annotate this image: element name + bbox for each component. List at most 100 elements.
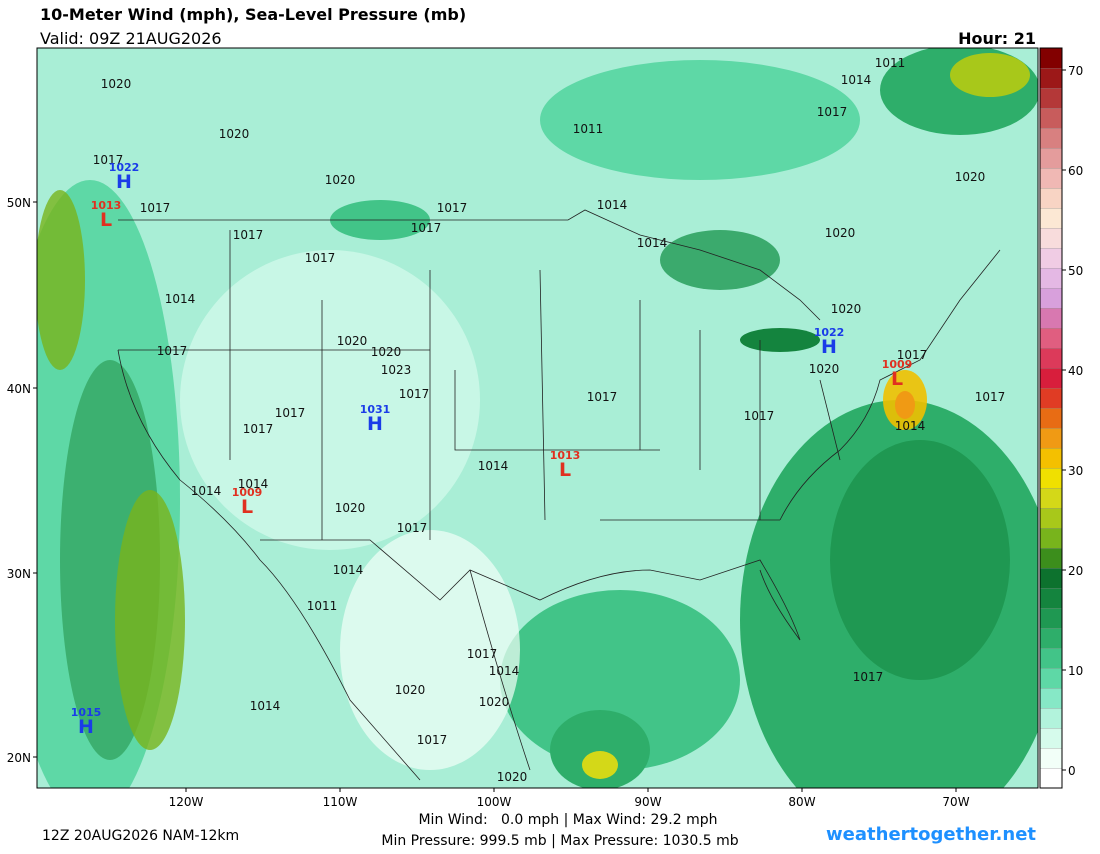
map-frame — [36, 47, 1039, 789]
isobar-label: 1020 — [497, 770, 528, 784]
lat-label: 40N — [7, 382, 31, 396]
colorbar-tick-label: 60 — [1068, 164, 1083, 178]
colorbar-swatch — [1039, 547, 1063, 569]
isobar-label: 1020 — [335, 501, 366, 515]
center-letter: H — [78, 716, 94, 738]
isobar-label: 1014 — [597, 198, 628, 212]
colorbar-swatch — [1039, 687, 1063, 709]
colorbar-tick-label: 50 — [1068, 264, 1083, 278]
colorbar-swatch — [1039, 747, 1063, 769]
center-value: 1015 — [71, 706, 102, 719]
colorbar-tick-label: 70 — [1068, 64, 1083, 78]
forecast-hour: Hour: 21 — [958, 29, 1036, 48]
lat-label: 20N — [7, 751, 31, 765]
colorbar-tick-label: 40 — [1068, 364, 1083, 378]
isobar-label: 1017 — [587, 390, 618, 404]
lon-label: 110W — [323, 795, 358, 809]
colorbar-swatch — [1039, 467, 1063, 489]
colorbar-swatch — [1039, 387, 1063, 409]
center-letter: H — [116, 171, 132, 193]
colorbar-swatch — [1039, 567, 1063, 589]
lon-label: 90W — [634, 795, 661, 809]
colorbar-swatch — [1039, 487, 1063, 509]
colorbar-swatch — [1039, 587, 1063, 609]
isobar-label: 1020 — [831, 302, 862, 316]
lat-label: 50N — [7, 196, 31, 210]
map-title: 10-Meter Wind (mph), Sea-Level Pressure … — [40, 5, 466, 24]
colorbar-swatch — [1039, 147, 1063, 169]
isobar-label: 1020 — [809, 362, 840, 376]
isobar-label: 1017 — [399, 387, 430, 401]
isobar-label: 1017 — [275, 406, 306, 420]
colorbar-swatch — [1039, 227, 1063, 249]
colorbar-swatch — [1039, 327, 1063, 349]
colorbar-swatch — [1039, 307, 1063, 329]
lon-label: 120W — [169, 795, 204, 809]
isobar-label: 1017 — [417, 733, 448, 747]
colorbar-tick-label: 20 — [1068, 564, 1083, 578]
center-value: 1022 — [109, 161, 140, 174]
colorbar-swatch — [1039, 67, 1063, 89]
colorbar-swatch — [1039, 267, 1063, 289]
center-value: 1009 — [232, 486, 263, 499]
isobar-label: 1011 — [875, 56, 906, 70]
colorbar-swatch — [1039, 47, 1063, 69]
isobar-label: 1017 — [744, 409, 775, 423]
colorbar-tick-label: 0 — [1068, 764, 1076, 778]
isobar-label: 1014 — [895, 419, 926, 433]
center-letter: L — [241, 496, 253, 518]
center-value: 1013 — [550, 449, 581, 462]
isobar-label: 1011 — [573, 122, 604, 136]
colorbar-swatch — [1039, 707, 1063, 729]
isobar-label: 1014 — [238, 477, 269, 491]
isobar-label: 1014 — [250, 699, 281, 713]
center-letter: L — [100, 209, 112, 231]
colorbar-tick-label: 30 — [1068, 464, 1083, 478]
isobar-label: 1020 — [219, 127, 250, 141]
isobar-label: 1020 — [101, 77, 132, 91]
isobar-label: 1017 — [140, 201, 171, 215]
isobar-label: 1017 — [467, 647, 498, 661]
center-value: 1031 — [360, 403, 391, 416]
colorbar-swatch — [1039, 767, 1063, 789]
colorbar-swatch — [1039, 367, 1063, 389]
colorbar-swatch — [1039, 287, 1063, 309]
isobar-label: 1020 — [825, 226, 856, 240]
isobar-label: 1014 — [165, 292, 196, 306]
colorbar-swatch — [1039, 727, 1063, 749]
colorbar-swatch — [1039, 427, 1063, 449]
map-field — [37, 48, 1038, 788]
isobar-label: 1017 — [305, 251, 336, 265]
colorbar-swatch — [1039, 87, 1063, 109]
isobar-label: 1017 — [157, 344, 188, 358]
center-value: 1022 — [814, 326, 845, 339]
colorbar-swatch — [1039, 167, 1063, 189]
isobar-label: 1017 — [437, 201, 468, 215]
isobar-label: 1017 — [411, 221, 442, 235]
isobar-label: 1014 — [333, 563, 364, 577]
colorbar-swatch — [1039, 187, 1063, 209]
colorbar-tick-label: 10 — [1068, 664, 1083, 678]
isobar-label: 1017 — [897, 348, 928, 362]
lat-label: 30N — [7, 567, 31, 581]
colorbar-frame — [1039, 47, 1063, 789]
colorbar-swatch — [1039, 207, 1063, 229]
isobar-label: 1014 — [191, 484, 222, 498]
isobar-label: 1017 — [243, 422, 274, 436]
center-letter: H — [821, 336, 837, 358]
isobar-label: 1020 — [325, 173, 356, 187]
isobar-label: 1017 — [233, 228, 264, 242]
model-run: 12Z 20AUG2026 NAM-12km — [42, 828, 239, 844]
colorbar-swatch — [1039, 627, 1063, 649]
center-letter: L — [559, 459, 571, 481]
colorbar-swatch — [1039, 527, 1063, 549]
colorbar-swatch — [1039, 127, 1063, 149]
isobar-label: 1017 — [93, 153, 124, 167]
colorbar-swatch — [1039, 447, 1063, 469]
pressure-range: Min Pressure: 999.5 mb | Max Pressure: 1… — [381, 833, 738, 849]
isobar-label: 1020 — [395, 683, 426, 697]
isobar-label: 1017 — [853, 670, 884, 684]
center-value: 1009 — [882, 358, 913, 371]
colorbar-swatch — [1039, 647, 1063, 669]
